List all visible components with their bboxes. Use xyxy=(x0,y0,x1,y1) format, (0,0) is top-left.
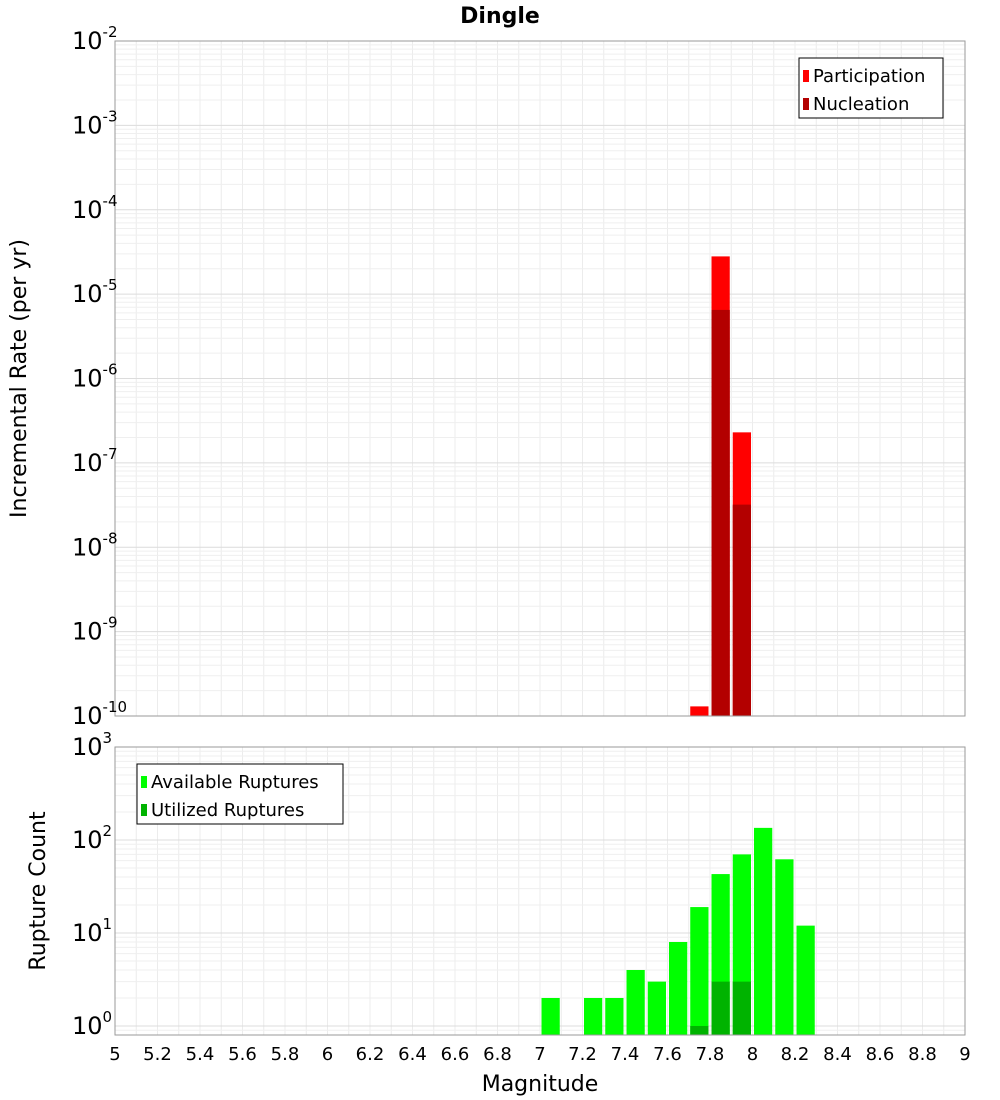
bar xyxy=(754,827,773,1035)
legend: Participation Nucleation xyxy=(798,57,944,119)
y-tick-label: 10-6 xyxy=(72,361,118,393)
y-tick-label: 10-5 xyxy=(72,276,118,308)
y-tick-label: 10-4 xyxy=(72,192,118,224)
legend-swatch xyxy=(141,804,147,816)
bar xyxy=(626,969,645,1035)
x-axis-label: Magnitude xyxy=(482,1072,599,1097)
legend-box xyxy=(798,57,944,119)
x-tick-label: 9 xyxy=(959,1044,970,1065)
bar xyxy=(605,997,624,1035)
x-tick-label: 7.8 xyxy=(696,1044,725,1065)
x-tick-label: 6.2 xyxy=(356,1044,385,1065)
x-tick-label: 7.2 xyxy=(568,1044,597,1065)
y-axis-label: Rupture Count xyxy=(26,811,51,971)
y-tick-label: 100 xyxy=(72,1008,112,1040)
legend-box xyxy=(136,763,344,825)
bar xyxy=(584,997,603,1035)
bar xyxy=(775,859,794,1035)
bar xyxy=(690,907,709,1035)
x-tick-label: 8.8 xyxy=(908,1044,937,1065)
plot-frame xyxy=(114,40,966,717)
overlay-bar xyxy=(732,981,751,1035)
y-tick-label: 10-10 xyxy=(72,698,127,730)
x-tick-label: 8.4 xyxy=(823,1044,852,1065)
chart-title: Dingle xyxy=(460,4,540,29)
overlay-bar xyxy=(690,1025,709,1035)
x-tick-label: 8.6 xyxy=(866,1044,895,1065)
y-axis-label: Incremental Rate (per yr) xyxy=(7,239,32,518)
bar xyxy=(541,997,560,1035)
x-tick-label: 5 xyxy=(109,1044,120,1065)
x-tick-label: 7.6 xyxy=(653,1044,682,1065)
y-tick-label: 10-9 xyxy=(72,614,118,646)
x-tick-label: 7.4 xyxy=(611,1044,640,1065)
y-tick-label: 10-2 xyxy=(72,23,118,55)
y-tick-label: 102 xyxy=(72,822,112,854)
x-tick-label: 5.4 xyxy=(186,1044,215,1065)
legend-label: Available Ruptures xyxy=(151,772,319,793)
overlay-bar xyxy=(711,309,730,716)
overlay-bar xyxy=(732,504,751,716)
legend-label: Utilized Ruptures xyxy=(151,800,304,821)
bar xyxy=(690,706,709,716)
x-tick-label: 5.2 xyxy=(143,1044,172,1065)
x-tick-label: 8 xyxy=(747,1044,758,1065)
y-tick-label: 10-8 xyxy=(72,529,118,561)
x-tick-label: 6.6 xyxy=(441,1044,470,1065)
count-panel: 103 102 101 100 Rupture Count 5 5.2 5.4 5.6 5.8 6 6… xyxy=(26,729,971,1097)
overlay-bar xyxy=(711,981,730,1035)
y-tick-label: 10-3 xyxy=(72,107,118,139)
bar xyxy=(647,981,666,1035)
legend-label: Nucleation xyxy=(813,94,909,115)
legend: Available Ruptures Utilized Ruptures xyxy=(136,763,344,825)
x-tick-label: 5.8 xyxy=(271,1044,300,1065)
x-tick-label: 6 xyxy=(322,1044,333,1065)
x-tick-label: 7 xyxy=(534,1044,545,1065)
y-tick-label: 101 xyxy=(72,915,112,947)
y-tick-label: 10-7 xyxy=(72,445,118,477)
x-tick-label: 6.8 xyxy=(483,1044,512,1065)
x-tick-label: 8.2 xyxy=(781,1044,810,1065)
x-tick-label: 6.4 xyxy=(398,1044,427,1065)
x-tick-label: 5.6 xyxy=(228,1044,257,1065)
plot-frame xyxy=(114,746,966,1036)
bar xyxy=(796,925,815,1035)
legend-swatch xyxy=(803,98,809,110)
legend-swatch xyxy=(803,70,809,82)
legend-label: Participation xyxy=(813,66,925,87)
rate-panel: 10-2 10-3 10-4 10-5 10-6 10-7 10-8 10-9 10-10 Inc… xyxy=(7,23,966,730)
bar xyxy=(669,942,688,1035)
legend-swatch xyxy=(141,776,147,788)
y-tick-label: 103 xyxy=(72,729,112,761)
